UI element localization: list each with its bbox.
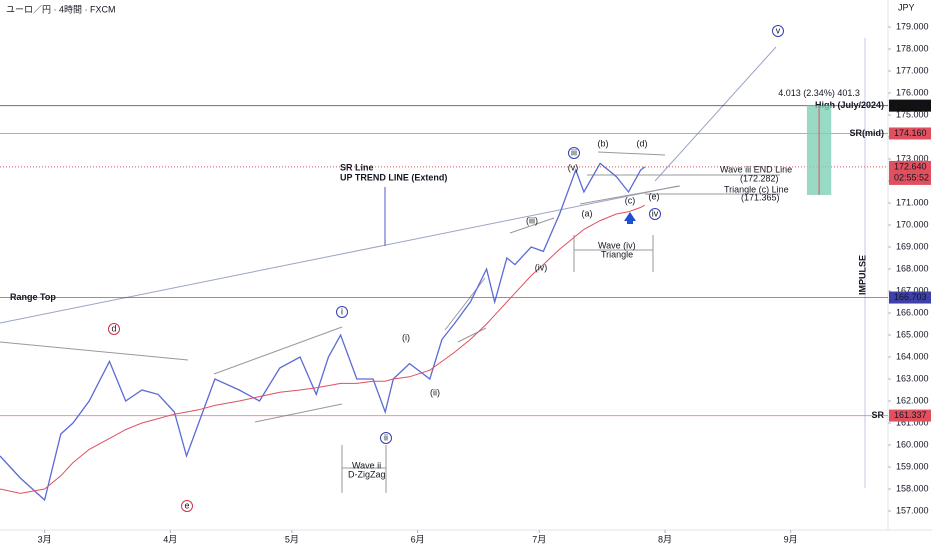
y-tick-label: 179.000 xyxy=(896,21,929,31)
arrow-icon xyxy=(624,212,636,221)
price-tag xyxy=(889,99,931,112)
arrow-icon xyxy=(627,220,633,224)
level-name: Range Top xyxy=(10,292,56,302)
x-tick-label: 8月 xyxy=(658,534,672,544)
annotation: iii xyxy=(571,147,577,157)
wave-circle xyxy=(772,25,784,37)
y-tick-label: 170.000 xyxy=(896,219,929,229)
y-tick-label: 175.000 xyxy=(896,109,929,119)
price-tag xyxy=(889,291,931,304)
annotation: (i) xyxy=(402,332,410,342)
annotation: (a) xyxy=(582,208,593,218)
wave-circle xyxy=(649,208,661,220)
wave-circle xyxy=(181,500,193,512)
chart-title: ユーロ／円 · 4時間 · FXCM xyxy=(6,4,116,14)
x-tick-label: 4月 xyxy=(163,534,177,544)
x-tick-label: 7月 xyxy=(532,534,546,544)
trend-line xyxy=(509,217,555,234)
y-tick-label: 159.000 xyxy=(896,461,929,471)
annotation: IMPULSE xyxy=(857,255,867,295)
wave-circle xyxy=(568,147,580,159)
y-tick-label: 163.000 xyxy=(896,373,929,383)
uptrend-line xyxy=(0,185,679,324)
price-tag xyxy=(889,160,931,185)
annotation: Wave ii xyxy=(352,460,381,470)
annotation: (ii) xyxy=(430,387,440,397)
annotation: ii xyxy=(384,432,388,442)
y-tick-label: 165.000 xyxy=(896,329,929,339)
x-tick-label: 3月 xyxy=(38,534,52,544)
annotation: (iv) xyxy=(535,262,548,272)
y-tick-label: 178.000 xyxy=(896,43,929,53)
annotation: (v) xyxy=(568,162,579,172)
annotation: (b) xyxy=(598,138,609,148)
price-line xyxy=(0,204,645,494)
y-tick-label: 160.000 xyxy=(896,439,929,449)
triangle-line xyxy=(597,151,666,156)
y-tick-label: 171.000 xyxy=(896,197,929,207)
price-tag xyxy=(889,127,931,140)
trend-line xyxy=(0,341,189,361)
y-tick-label: 164.000 xyxy=(896,351,929,361)
wave-circle xyxy=(380,432,392,444)
x-tick-label: 9月 xyxy=(784,534,798,544)
annotation: Triangle (c) Line xyxy=(724,184,789,194)
price-tag-label: 166.703 xyxy=(894,292,927,302)
x-tick-label: 6月 xyxy=(411,534,425,544)
trend-line xyxy=(213,326,343,375)
annotation: Triangle xyxy=(601,249,633,259)
wave-circle xyxy=(108,323,120,335)
price-tag xyxy=(889,409,931,422)
annotation: (d) xyxy=(637,138,648,148)
annotation: (171.365) xyxy=(741,192,780,202)
annotation: iv xyxy=(652,208,659,218)
y-tick-label: 176.000 xyxy=(896,87,929,97)
annotation: Wave iii END Line xyxy=(720,164,792,174)
projection-line xyxy=(654,46,777,182)
annotation: e xyxy=(184,500,189,510)
annotation: v xyxy=(776,25,781,35)
price-tag-label: 174.160 xyxy=(894,128,927,138)
x-tick-label: 5月 xyxy=(285,534,299,544)
y-tick-label: 166.000 xyxy=(896,307,929,317)
y-tick-label: 157.000 xyxy=(896,505,929,515)
annotation: (e) xyxy=(649,191,660,201)
trend-line xyxy=(254,403,343,423)
annotation: SR Line xyxy=(340,162,374,172)
annotation: (172.282) xyxy=(740,173,779,183)
y-tick-label: 161.000 xyxy=(896,417,929,427)
annotation: i xyxy=(341,306,343,316)
y-tick-label: 167.000 xyxy=(896,285,929,295)
y-tick-label: 158.000 xyxy=(896,483,929,493)
y-tick-label: 169.000 xyxy=(896,241,929,251)
y-tick-label: 177.000 xyxy=(896,65,929,75)
annotation: UP TREND LINE (Extend) xyxy=(340,172,447,182)
trend-line xyxy=(457,327,487,343)
annotation: D-ZigZag xyxy=(348,469,386,479)
price-line xyxy=(0,162,646,502)
level-name: SR xyxy=(871,410,884,420)
annotation: (iii) xyxy=(526,215,538,225)
y-tick-label: 168.000 xyxy=(896,263,929,273)
price-tag-label: 175.426 xyxy=(894,100,927,110)
countdown: 02:55:52 xyxy=(894,172,929,182)
annotation: d xyxy=(111,323,116,333)
annotation: (c) xyxy=(625,195,636,205)
measure-label: 4.013 (2.34%) 401.3 xyxy=(778,88,860,98)
price-tag-label: 172.640 xyxy=(894,161,927,171)
price-tag-label: 161.337 xyxy=(894,410,927,420)
annotation: Wave (iv) xyxy=(598,240,636,250)
y-tick-label: 173.000 xyxy=(896,153,929,163)
y-tick-label: 162.000 xyxy=(896,395,929,405)
wave-circle xyxy=(336,306,348,318)
axis-unit: JPY xyxy=(898,2,915,12)
triangle-line xyxy=(579,185,681,205)
level-name: SR(mid) xyxy=(850,128,885,138)
level-name: High (July/2024) xyxy=(815,100,884,110)
